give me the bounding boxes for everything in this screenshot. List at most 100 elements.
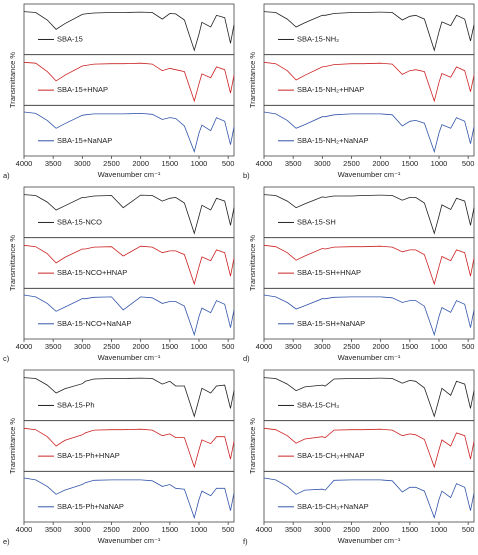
legend-label: SBA-15-NCO+NaNAP — [57, 319, 131, 328]
legend-label: SBA-15-NH₂+HNAP — [297, 85, 364, 94]
x-tick-label: 2500 — [103, 525, 120, 534]
subplot-frame — [263, 369, 475, 422]
subplot-frame — [263, 287, 475, 340]
y-axis-label: Transmittance % — [248, 52, 257, 108]
spectrum-line — [23, 111, 235, 154]
x-tick-label: 1000 — [191, 342, 208, 351]
subplot-frame — [23, 104, 235, 157]
legend-label: SBA-15-NCO — [57, 217, 102, 226]
legend-label: SBA-15-CH₃+NaNAP — [297, 502, 369, 511]
x-tick-label: 500 — [462, 159, 475, 168]
x-tick-label: 1000 — [431, 159, 448, 168]
subplot-frame — [23, 470, 235, 523]
x-tick-label: 2500 — [343, 525, 360, 534]
legend-label: SBA-15-Ph — [57, 400, 95, 409]
x-tick-label: 1500 — [161, 159, 178, 168]
x-tick-label: 3000 — [74, 342, 91, 351]
panel-label: e) — [3, 537, 10, 546]
legend-label: SBA-15-SH — [297, 217, 336, 226]
spectrum-line — [263, 11, 475, 52]
x-tick-label: 1000 — [431, 342, 448, 351]
legend-label: SBA-15-Ph+NaNAP — [57, 502, 124, 511]
x-tick-label: 1500 — [161, 342, 178, 351]
spectrum-line — [23, 11, 235, 52]
panel-label: f) — [243, 537, 248, 546]
x-tick-label: 1500 — [401, 159, 418, 168]
x-tick-label: 3000 — [314, 159, 331, 168]
subplot-frame — [23, 186, 235, 239]
spectrum-line — [263, 194, 475, 235]
subplot-frame — [263, 54, 475, 106]
x-axis-label: Wavenumber cm⁻¹ — [338, 536, 401, 545]
spectrum-line — [23, 377, 235, 418]
spectrum-line — [263, 377, 475, 418]
y-axis-label: Transmittance % — [8, 52, 17, 108]
x-tick-label: 1500 — [401, 342, 418, 351]
x-tick-label: 2500 — [343, 159, 360, 168]
x-tick-label: 1500 — [161, 525, 178, 534]
x-tick-label: 2000 — [132, 159, 149, 168]
subplot-frame — [263, 186, 475, 239]
x-tick-label: 3500 — [285, 525, 302, 534]
subplot-frame — [263, 3, 475, 56]
x-tick-label: 2000 — [132, 525, 149, 534]
spectrum-line — [263, 111, 475, 154]
spectrum-line — [23, 244, 235, 286]
x-axis-label: Wavenumber cm⁻¹ — [338, 170, 401, 179]
x-tick-label: 1000 — [431, 525, 448, 534]
y-axis-label: Transmittance % — [8, 418, 17, 474]
subplot-frame — [23, 287, 235, 340]
x-tick-label: 3000 — [314, 342, 331, 351]
spectrum-line — [23, 194, 235, 235]
x-tick-label: 2500 — [103, 159, 120, 168]
legend-label: SBA-15+HNAP — [57, 85, 108, 94]
legend-label: SBA-15-SH+NaNAP — [297, 319, 365, 328]
x-tick-label: 500 — [222, 159, 235, 168]
x-tick-label: 4000 — [16, 159, 33, 168]
subplot-frame — [263, 470, 475, 523]
spectrum-line — [23, 427, 235, 469]
x-tick-label: 500 — [462, 342, 475, 351]
spectrum-line — [263, 244, 475, 286]
panel-label: a) — [3, 171, 10, 180]
legend-label: SBA-15-NH₂ — [297, 34, 339, 43]
x-tick-label: 4000 — [256, 159, 273, 168]
subplot-frame — [263, 104, 475, 157]
y-axis-label: Transmittance % — [248, 418, 257, 474]
legend-label: SBA-15-Ph+HNAP — [57, 451, 120, 460]
subplot-frame — [23, 237, 235, 289]
panel-label: c) — [3, 354, 10, 363]
y-axis-label: Transmittance % — [248, 235, 257, 291]
subplot-frame — [23, 3, 235, 56]
x-tick-label: 1000 — [191, 525, 208, 534]
spectrum-line — [263, 294, 475, 337]
legend-label: SBA-15-NCO+HNAP — [57, 268, 127, 277]
x-tick-label: 3500 — [285, 342, 302, 351]
x-tick-label: 2000 — [372, 525, 389, 534]
spectrum-line — [263, 61, 475, 103]
subplot-frame — [23, 420, 235, 472]
x-axis-label: Wavenumber cm⁻¹ — [98, 536, 161, 545]
x-tick-label: 2000 — [132, 342, 149, 351]
spectrum-line — [23, 294, 235, 337]
x-tick-label: 2500 — [103, 342, 120, 351]
spectrum-line — [23, 477, 235, 520]
x-tick-label: 500 — [222, 525, 235, 534]
x-tick-label: 3500 — [45, 159, 62, 168]
x-axis-label: Wavenumber cm⁻¹ — [98, 170, 161, 179]
legend-label: SBA-15-CH₃+HNAP — [297, 451, 364, 460]
y-axis-label: Transmittance % — [8, 235, 17, 291]
subplot-frame — [263, 237, 475, 289]
x-axis-label: Wavenumber cm⁻¹ — [98, 353, 161, 362]
x-tick-label: 2000 — [372, 342, 389, 351]
x-axis-label: Wavenumber cm⁻¹ — [338, 353, 401, 362]
subplot-frame — [263, 420, 475, 472]
legend-label: SBA-15-CH₃ — [297, 400, 339, 409]
legend-label: SBA-15 — [57, 34, 83, 43]
legend-label: SBA-15+NaNAP — [57, 136, 112, 145]
x-tick-label: 3500 — [45, 342, 62, 351]
x-tick-label: 3000 — [314, 525, 331, 534]
spectrum-line — [23, 61, 235, 103]
